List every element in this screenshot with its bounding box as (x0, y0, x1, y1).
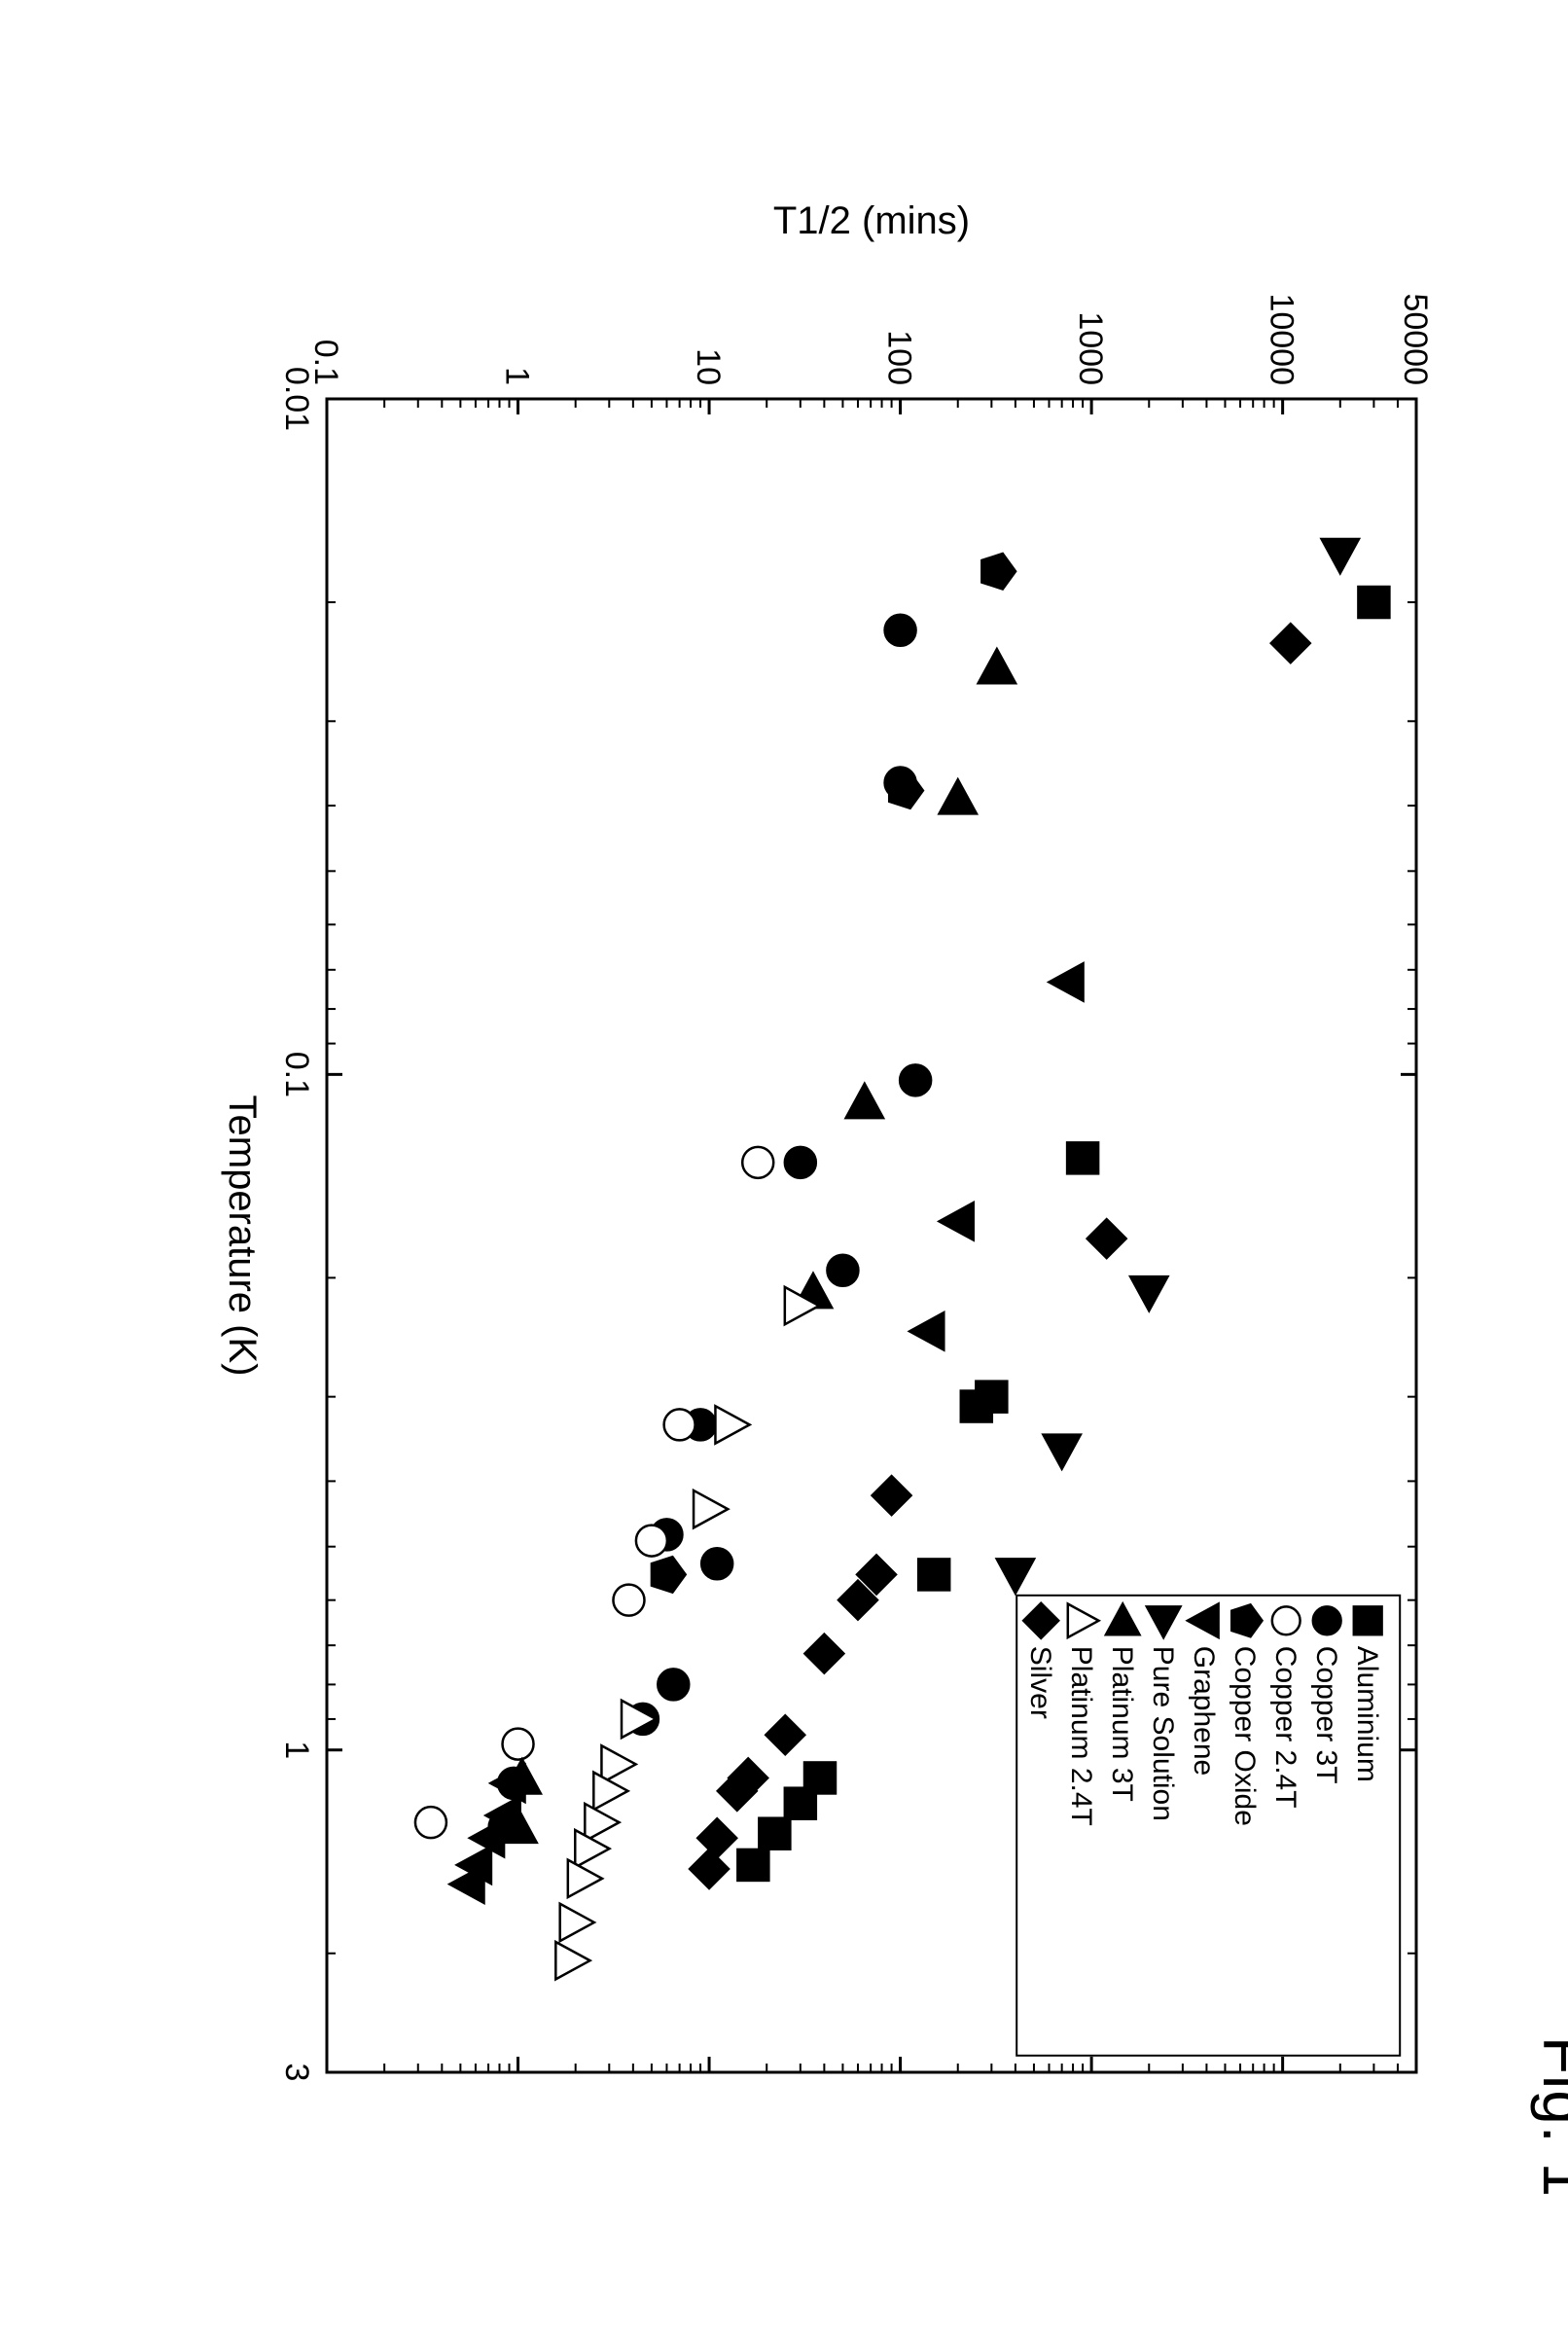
svg-text:1: 1 (499, 367, 536, 385)
svg-text:Platinum 2.4T: Platinum 2.4T (1065, 1645, 1097, 1825)
scatter-chart: 0.010.1130.111010010001000050000Temperat… (93, 146, 1475, 2189)
svg-text:1000: 1000 (1072, 311, 1109, 385)
svg-text:0.1: 0.1 (278, 1051, 315, 1096)
legend: Aluminium Copper 3T Copper 2.4TCopper Oxid… (1016, 1595, 1400, 2055)
svg-text:0.1: 0.1 (307, 339, 344, 384)
svg-text:Silver: Silver (1024, 1645, 1056, 1718)
figure-label: Fig. 1 (1529, 2036, 1568, 2198)
svg-text:Platinum 3T: Platinum 3T (1106, 1645, 1138, 1801)
svg-text:T1/2 (mins): T1/2 (mins) (773, 199, 970, 242)
svg-text:10000: 10000 (1264, 293, 1301, 385)
svg-text:Graphene: Graphene (1188, 1645, 1220, 1775)
svg-text:50000: 50000 (1397, 293, 1434, 385)
svg-text:Copper 3T: Copper 3T (1310, 1645, 1342, 1783)
chart-container: 0.010.1130.111010010001000050000Temperat… (93, 146, 1475, 2189)
svg-text:10: 10 (690, 348, 727, 385)
svg-text:3: 3 (278, 2063, 315, 2081)
page: 0.010.1130.111010010001000050000Temperat… (0, 0, 1568, 2334)
svg-text:Aluminium: Aluminium (1351, 1645, 1383, 1781)
svg-text:100: 100 (881, 330, 918, 385)
svg-text:Copper 2.4T: Copper 2.4T (1269, 1645, 1301, 1808)
svg-text:1: 1 (278, 1741, 315, 1759)
svg-text:Temperature (K): Temperature (K) (221, 1095, 264, 1376)
svg-text:Copper Oxide: Copper Oxide (1229, 1645, 1261, 1825)
svg-text:Pure Solution: Pure Solution (1147, 1645, 1179, 1820)
